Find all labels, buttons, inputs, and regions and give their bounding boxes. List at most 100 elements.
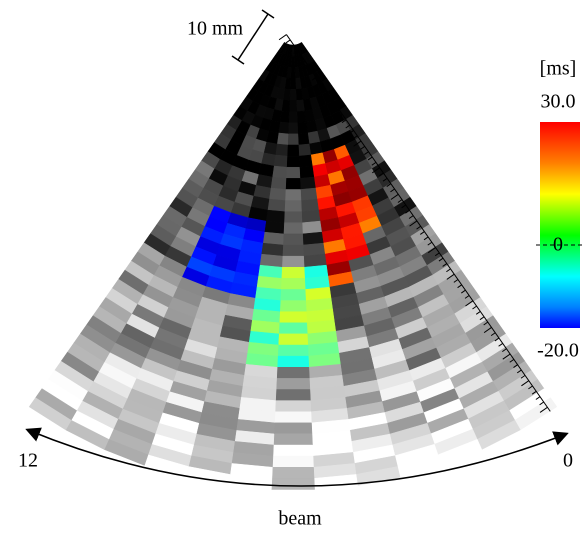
colorbar: [540, 122, 580, 328]
ruler-tick: [408, 215, 414, 219]
ruler-tick: [296, 55, 302, 60]
image-cell: [296, 110, 307, 124]
ruler-tick: [334, 108, 339, 113]
beam-right-label: 0: [563, 450, 573, 472]
beam-arrow: [25, 427, 569, 487]
ruler-tick: [502, 348, 507, 353]
image-cell: [300, 187, 318, 201]
ruler-tick: [293, 50, 298, 54]
ruler-tick: [289, 44, 295, 49]
ruler-tick: [438, 257, 444, 262]
ruler-tick: [371, 167, 380, 174]
image-cell: [299, 165, 315, 179]
ruler-tick: [427, 247, 436, 254]
image-cell: [302, 242, 326, 257]
image-cell: [280, 278, 306, 290]
ruler-tick: [382, 177, 388, 182]
scale-bracket: [237, 13, 269, 61]
image-cell: [284, 189, 302, 201]
image-cell: [271, 467, 315, 479]
image-cell: [296, 99, 305, 112]
ruler-tick: [390, 193, 399, 200]
ruler-tick: [442, 263, 448, 267]
ruler-tick: [360, 145, 366, 150]
beam-title: beam: [278, 508, 322, 530]
ruler-tick: [528, 385, 533, 390]
image-cell: [289, 89, 297, 101]
ruler-tick: [457, 284, 462, 289]
ruler-tick: [446, 273, 455, 280]
ruler-tick: [483, 321, 489, 326]
ruler-tick: [390, 188, 395, 193]
ruler-tick: [349, 130, 354, 134]
image-cell: [289, 78, 297, 90]
colorbar-min: -20.0: [537, 340, 579, 362]
ruler-tick: [531, 390, 537, 395]
image-cell: [278, 322, 308, 335]
ruler-tick: [494, 337, 500, 342]
ruler-tick: [453, 279, 459, 283]
ruler-tick: [509, 358, 515, 363]
ruler-tick: [326, 98, 332, 102]
ruler-tick: [490, 332, 496, 337]
image-cell: [286, 155, 300, 168]
ultrasound-sector: [28, 41, 558, 490]
colorbar-max: 30.0: [541, 91, 576, 113]
image-cell: [283, 211, 303, 224]
image-cell: [274, 143, 288, 157]
image-cell: [298, 154, 313, 168]
image-cell: [268, 187, 286, 201]
image-cell: [273, 433, 313, 446]
image-cell: [273, 422, 313, 435]
ruler-tick: [345, 124, 351, 129]
image-cell: [298, 143, 312, 157]
ruler-tick: [434, 252, 440, 257]
ruler-tick: [285, 39, 291, 44]
ruler-tick: [479, 316, 485, 321]
ruler-tick: [353, 140, 362, 147]
ruler-tick: [334, 114, 343, 121]
image-cell: [288, 111, 298, 124]
ruler-tick: [278, 34, 287, 41]
image-cell: [260, 242, 284, 257]
ruler-tick: [371, 161, 377, 166]
ruler-tick: [516, 369, 522, 374]
ruler-tick: [498, 342, 503, 347]
image-cell: [282, 233, 304, 246]
image-cell: [270, 176, 287, 190]
image-cell: [287, 122, 299, 135]
image-cell: [275, 378, 311, 390]
ruler-tick: [409, 220, 418, 227]
ruler-tick: [420, 231, 425, 235]
scale-label: 10 mm: [187, 18, 244, 40]
ruler-tick: [315, 82, 321, 86]
image-cell: [279, 300, 307, 312]
ruler-tick: [472, 305, 477, 310]
image-cell: [285, 166, 301, 179]
scale-bracket: [231, 55, 245, 65]
image-cell: [275, 389, 311, 401]
image-cell: [276, 132, 289, 146]
image-cell: [272, 444, 314, 457]
image-cell: [271, 165, 287, 179]
image-cell: [265, 209, 285, 224]
image-cell: [276, 355, 310, 368]
ruler-tick: [401, 204, 407, 209]
image-cell: [278, 311, 308, 324]
ruler-tick: [464, 295, 470, 299]
image-cell: [273, 154, 288, 168]
ruler-tick: [323, 92, 328, 97]
image-cell: [277, 344, 309, 357]
image-cell: [285, 178, 301, 190]
ruler-tick: [397, 199, 403, 203]
ruler-tick: [513, 364, 518, 368]
ruler-tick: [367, 156, 373, 161]
ruler-tick: [311, 76, 317, 81]
image-cell: [264, 220, 285, 235]
ruler-tick: [308, 71, 313, 76]
ruler-tick: [539, 406, 548, 413]
image-cell: [267, 198, 286, 212]
image-cell: [271, 478, 315, 490]
ruler-tick: [378, 172, 384, 177]
image-cell: [301, 220, 322, 235]
